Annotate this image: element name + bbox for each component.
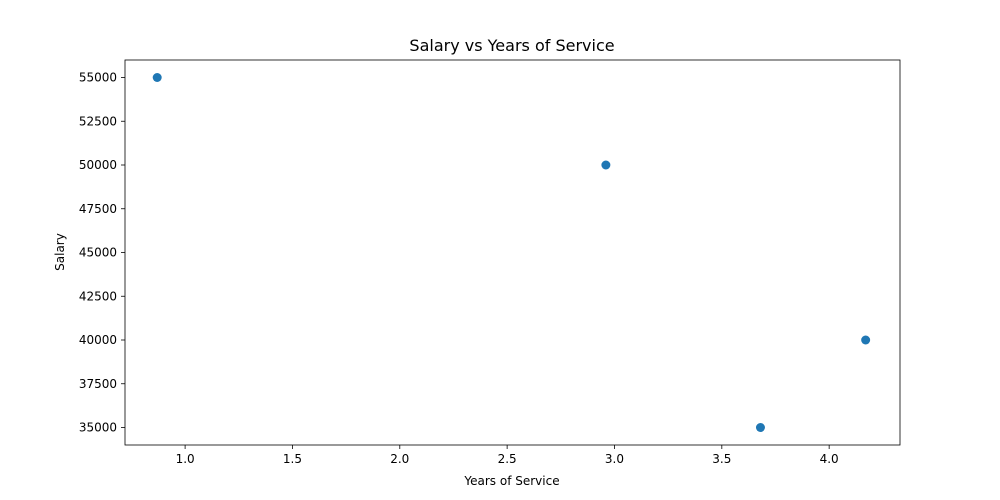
x-axis: 1.0 1.5 2.0 2.5 3.0 3.5 4.0	[176, 445, 839, 466]
y-tick-label: 42500	[79, 289, 117, 303]
y-tick-label: 47500	[79, 202, 117, 216]
x-axis-label: Years of Service	[463, 474, 559, 488]
y-axis-label: Salary	[53, 233, 67, 271]
x-tick-label: 1.5	[283, 452, 302, 466]
y-tick-label: 35000	[79, 421, 117, 435]
x-tick-label: 1.0	[176, 452, 195, 466]
data-point	[861, 335, 871, 345]
y-tick-label: 52500	[79, 114, 117, 128]
y-tick-label: 55000	[79, 71, 117, 85]
data-point	[755, 423, 765, 432]
chart-title: Salary vs Years of Service	[409, 36, 614, 55]
x-tick-label: 3.0	[605, 452, 624, 466]
y-tick-label: 50000	[79, 158, 117, 172]
data-points	[152, 73, 871, 432]
y-tick-label: 37500	[79, 377, 117, 391]
x-tick-label: 2.5	[498, 452, 517, 466]
x-tick-label: 3.5	[712, 452, 731, 466]
x-tick-label: 2.0	[390, 452, 409, 466]
plot-area-frame	[124, 59, 901, 446]
data-point	[152, 73, 162, 82]
y-axis: 35000 37500 40000 42500 45000 47500 50000 52500…	[79, 71, 125, 435]
y-tick-label: 45000	[79, 246, 117, 260]
y-tick-label: 40000	[79, 333, 117, 347]
x-tick-label: 4.0	[820, 452, 839, 466]
data-point	[601, 160, 611, 170]
